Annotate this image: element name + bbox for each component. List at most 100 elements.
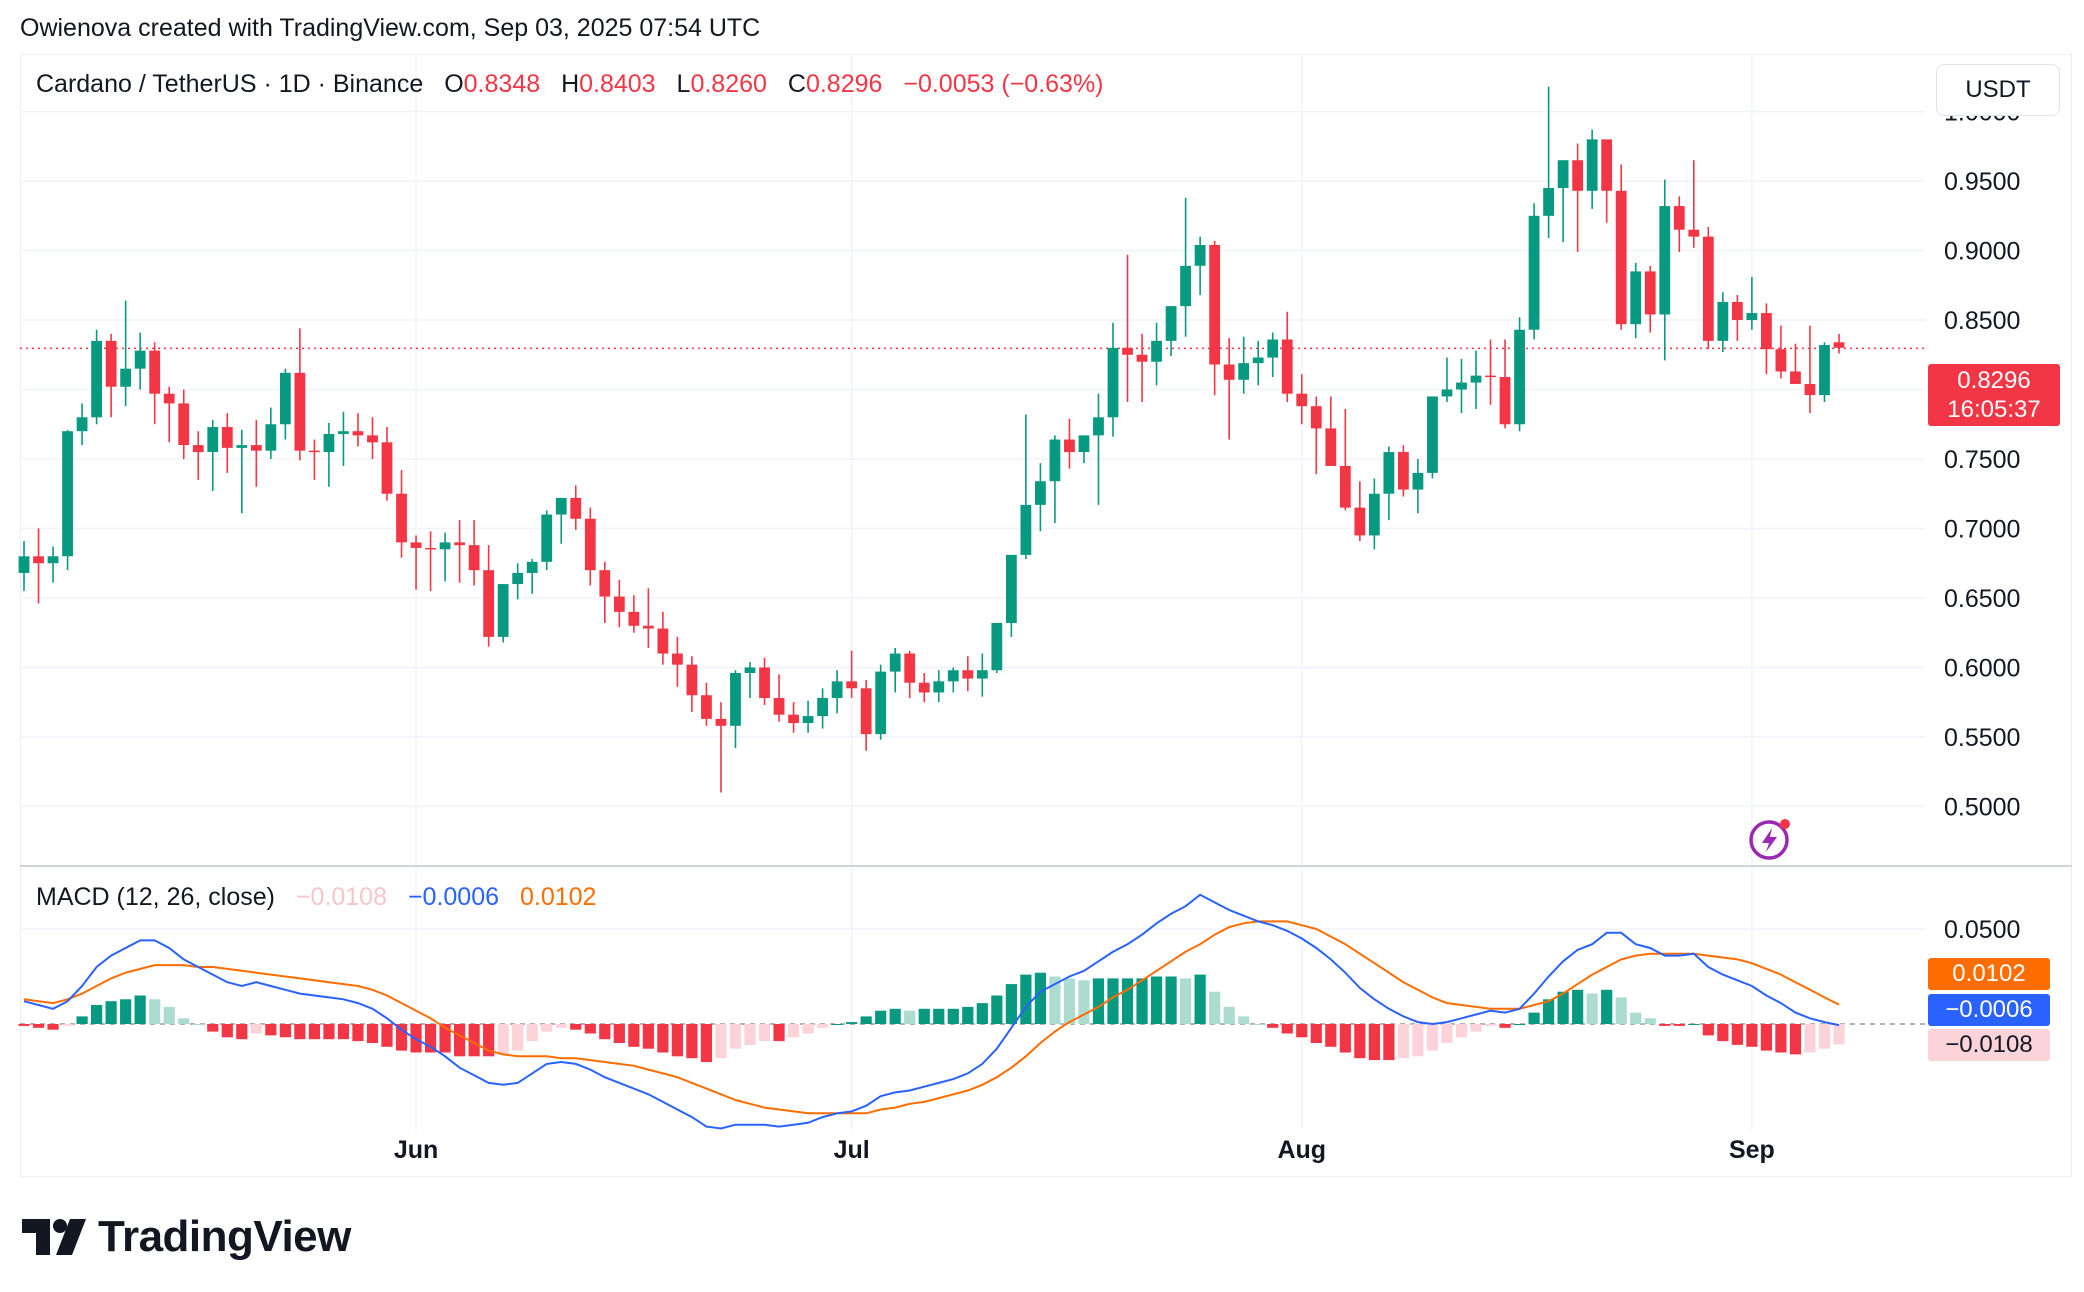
macd-hist-bar (1833, 1024, 1845, 1045)
macd-hist-bar (1586, 993, 1598, 1024)
candle-body (541, 514, 553, 562)
price-tick-label: 0.6500 (1944, 585, 2020, 613)
macd-hist-tag: −0.0108 (1928, 1029, 2050, 1061)
candle-body (1804, 383, 1816, 396)
candle-body (250, 445, 262, 451)
candle (1412, 459, 1424, 514)
candle-body (831, 681, 843, 699)
candle (701, 682, 712, 726)
candle-body (1368, 493, 1380, 536)
candle (367, 417, 378, 459)
candle (831, 670, 843, 714)
macd-hist-bar (962, 1006, 974, 1024)
lightning-bolt-icon[interactable] (1748, 816, 1794, 862)
candle (1252, 340, 1264, 386)
candle (1180, 197, 1191, 337)
candle-body (628, 611, 640, 626)
candle (338, 411, 349, 466)
candle-body (1136, 354, 1148, 362)
candle (672, 636, 683, 687)
macd-hist-bar (1121, 978, 1134, 1024)
candle-body (1122, 347, 1133, 355)
candle-body (1267, 339, 1279, 358)
candle-body (875, 671, 887, 735)
candle (1325, 396, 1337, 466)
candle (250, 420, 262, 487)
macd-hist-bar (1165, 976, 1177, 1024)
tradingview-logo[interactable]: TradingView (22, 1212, 351, 1262)
macd-hist-bar (976, 1003, 988, 1024)
currency-button[interactable]: USDT (1936, 64, 2060, 116)
macd-hist-bar (1717, 1024, 1729, 1042)
macd-hist-bar (584, 1024, 596, 1034)
macd-hist-bar (1731, 1024, 1743, 1045)
candle-body (1398, 452, 1409, 490)
macd-hist-bar (1325, 1024, 1337, 1047)
candle (526, 559, 538, 594)
macd-hist-bar (1223, 1006, 1235, 1024)
candle-body (367, 435, 378, 443)
candle-body (1659, 206, 1671, 315)
macd-hist-bar (454, 1024, 466, 1057)
candle (1630, 263, 1642, 339)
candle-body (497, 584, 509, 637)
candle (933, 670, 945, 703)
macd-hist-bar (613, 1024, 625, 1043)
macd-hist-bar (1078, 980, 1090, 1024)
candle-body (1064, 439, 1075, 453)
macd-hist-bar (1804, 1024, 1816, 1053)
macd-hist-bar (1528, 1012, 1540, 1024)
macd-hist-bar (1455, 1024, 1468, 1038)
candle (309, 439, 320, 480)
tradingview-logo-icon (22, 1219, 86, 1255)
open-value: 0.8348 (463, 70, 541, 98)
macd-hist-bar (555, 1024, 567, 1028)
macd-hist-bar (468, 1024, 480, 1057)
candle-body (265, 424, 277, 451)
candle-body (1746, 313, 1758, 321)
candle-body (1005, 554, 1017, 623)
candle (1093, 393, 1104, 505)
macd-hist-bar (1630, 1012, 1642, 1024)
symbol-title[interactable]: Cardano / TetherUS · 1D · Binance (36, 70, 424, 98)
macd-hist-bar (991, 995, 1003, 1024)
candle (802, 700, 814, 733)
candle (178, 389, 190, 459)
candle-body (904, 653, 916, 683)
candle-body (570, 497, 582, 519)
candle (468, 520, 480, 586)
macd-tick-label: 0.0500 (1944, 916, 2020, 944)
macd-hist-bar (323, 1024, 335, 1040)
macd-hist-bar (817, 1024, 829, 1028)
candle (1528, 203, 1540, 340)
candle (1702, 226, 1714, 350)
candle-body (1412, 472, 1424, 490)
macd-hist-bar (1557, 991, 1569, 1024)
candle (1064, 418, 1075, 469)
macd-hist-bar (1194, 974, 1206, 1024)
candle-body (1790, 371, 1801, 384)
candle-body (207, 427, 219, 453)
macd-hist-bar (294, 1024, 306, 1040)
close-value: 0.8296 (805, 70, 883, 98)
candle (1122, 254, 1133, 403)
time-tick-label: Aug (1277, 1136, 1326, 1164)
price-tick-label: 0.8500 (1944, 307, 2020, 335)
candle-body (425, 547, 436, 550)
candle-body (1557, 160, 1569, 189)
macd-hist-bar (1644, 1018, 1656, 1024)
candle (1020, 414, 1032, 560)
candle-body (1180, 265, 1191, 307)
macd-hist-bar (744, 1024, 756, 1045)
candle (889, 647, 901, 693)
candle (1281, 311, 1293, 403)
macd-title[interactable]: MACD (12, 26, close) (36, 883, 275, 911)
candle (1427, 396, 1438, 479)
macd-hist-bar (149, 999, 161, 1024)
candle-body (526, 561, 538, 573)
candle (1746, 276, 1758, 330)
candle (759, 657, 770, 705)
candle (1659, 179, 1671, 361)
macd-hist-bar (1150, 976, 1163, 1024)
